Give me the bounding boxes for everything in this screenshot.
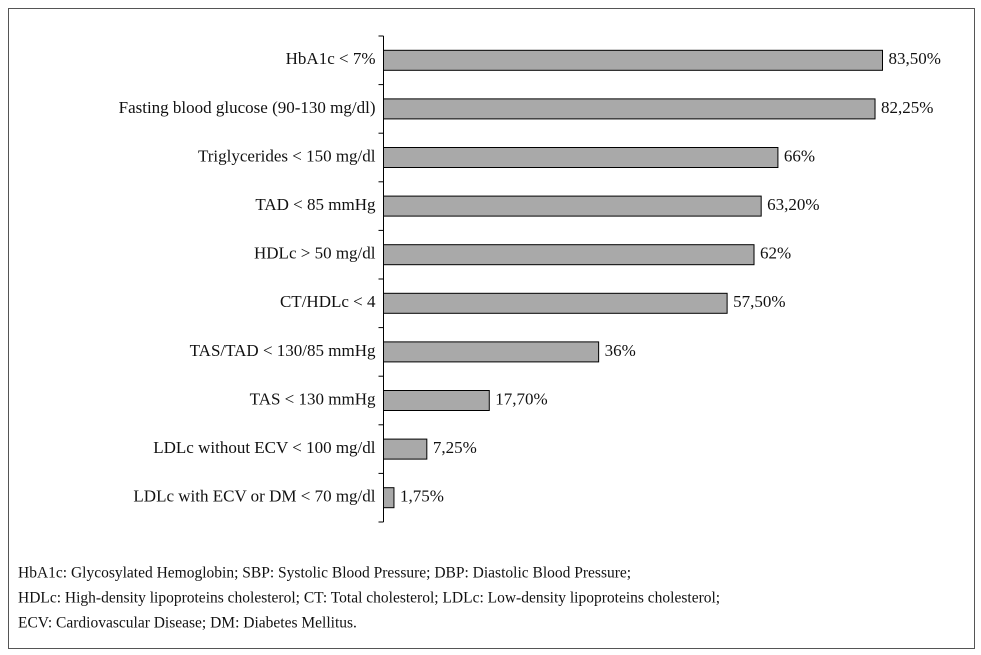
category-label: Fasting blood glucose (90-130 mg/dl)	[119, 98, 376, 117]
bar	[383, 390, 490, 411]
value-label: 1,75%	[400, 487, 444, 506]
bar	[383, 244, 755, 266]
value-label: 83,50%	[888, 49, 940, 68]
frame	[8, 8, 975, 649]
category-label: CT/HDLc < 4	[280, 292, 376, 311]
category-label: HbA1c < 7%	[286, 49, 376, 68]
value-label: 82,25%	[881, 98, 933, 117]
value-label: 36%	[605, 341, 636, 360]
category-label: Triglycerides < 150 mg/dl	[198, 146, 376, 165]
value-label: 7,25%	[433, 438, 477, 457]
category-label: TAD < 85 mmHg	[255, 195, 376, 214]
bar	[383, 147, 779, 168]
value-label: 62%	[760, 244, 791, 263]
footnote: HDLc: High-density lipoproteins choleste…	[18, 590, 720, 607]
footnote: HbA1c: Glycosylated Hemoglobin; SBP: Sys…	[18, 565, 631, 582]
value-label: 66%	[784, 146, 815, 165]
bar	[383, 49, 883, 71]
bar	[383, 487, 395, 509]
category-label: TAS/TAD < 130/85 mmHg	[190, 341, 376, 360]
value-label: 17,70%	[495, 389, 547, 408]
value-label: 63,20%	[767, 195, 819, 214]
category-label: LDLc with ECV or DM < 70 mg/dl	[133, 487, 375, 506]
category-label: HDLc > 50 mg/dl	[254, 244, 376, 263]
footnote: ECV: Cardiovascular Disease; DM: Diabete…	[18, 615, 357, 632]
bar	[383, 438, 428, 460]
value-label: 57,50%	[733, 292, 785, 311]
bar	[383, 292, 728, 314]
category-label: LDLc without ECV < 100 mg/dl	[153, 438, 376, 457]
bar	[383, 195, 762, 217]
category-label: TAS < 130 mmHg	[250, 389, 376, 408]
bar	[383, 341, 600, 363]
bar	[383, 98, 876, 120]
